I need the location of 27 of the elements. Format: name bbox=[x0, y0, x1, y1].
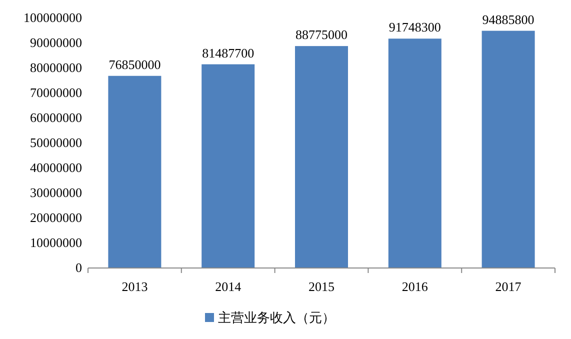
legend-label: 主营业务收入（元） bbox=[218, 310, 335, 326]
x-tick-label: 2017 bbox=[495, 279, 522, 294]
y-tick-label: 60000000 bbox=[30, 110, 82, 125]
y-tick-label: 20000000 bbox=[30, 210, 82, 225]
bar bbox=[108, 76, 162, 268]
x-tick-label: 2015 bbox=[308, 279, 334, 294]
y-tick-label: 50000000 bbox=[30, 135, 82, 150]
data-label: 94885800 bbox=[482, 12, 534, 27]
bar bbox=[482, 30, 535, 268]
data-label: 88775000 bbox=[296, 27, 348, 42]
y-tick-label: 40000000 bbox=[30, 160, 82, 175]
bar bbox=[388, 38, 442, 268]
y-tick-label: 30000000 bbox=[30, 185, 82, 200]
data-label: 76850000 bbox=[108, 56, 161, 72]
x-tick-label: 2016 bbox=[402, 279, 428, 294]
y-tick-label: 90000000 bbox=[30, 35, 82, 50]
data-label: 81487700 bbox=[202, 45, 254, 60]
data-label: 91748300 bbox=[388, 20, 441, 35]
y-tick-label: 100000000 bbox=[24, 10, 82, 25]
y-tick-label: 0 bbox=[76, 260, 82, 275]
y-tick-label: 70000000 bbox=[30, 85, 82, 100]
x-tick-label: 2014 bbox=[215, 279, 242, 294]
y-tick-label: 10000000 bbox=[30, 235, 82, 250]
x-tick-label: 2013 bbox=[122, 279, 148, 294]
bar bbox=[202, 64, 255, 268]
y-tick-label: 80000000 bbox=[30, 60, 82, 75]
bar bbox=[295, 46, 348, 268]
